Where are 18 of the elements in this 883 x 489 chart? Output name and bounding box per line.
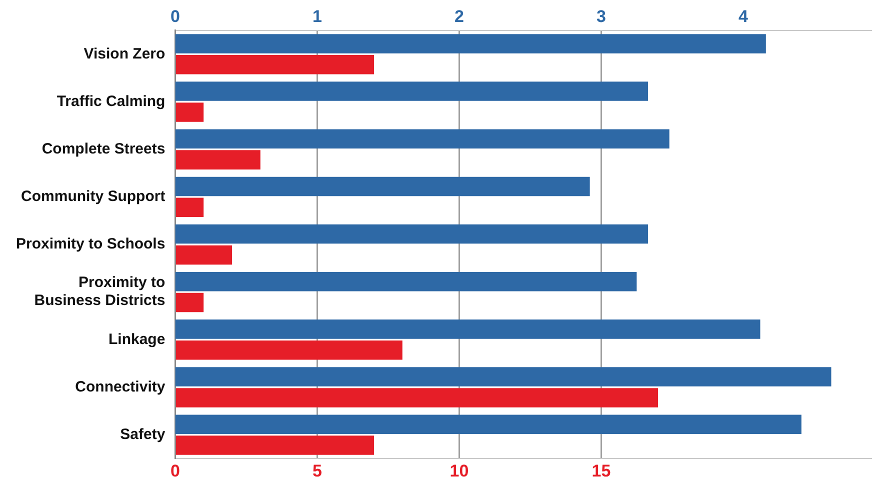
- y-tick-label: Safety: [120, 426, 166, 443]
- y-tick-label: Vision Zero: [84, 45, 166, 62]
- y-tick-label: Proximity to Business Districts: [34, 274, 166, 310]
- y-tick-label: Linkage: [108, 330, 166, 348]
- x2-tick-label: 3: [596, 6, 606, 26]
- x2-tick-label: 0: [170, 6, 180, 26]
- y-tick-label: Connectivity: [75, 378, 166, 396]
- x2-tick-label: 4: [738, 6, 748, 26]
- y-tick-label: Complete Streets: [42, 140, 166, 158]
- x-tick-label: 0: [170, 461, 180, 480]
- x2-tick-label: 1: [312, 6, 322, 26]
- y-tick-label: Traffic Calming: [56, 92, 166, 110]
- x-tick-label: 10: [450, 461, 469, 480]
- y-tick-label: Proximity to Schools: [16, 236, 166, 253]
- y-tick-label: Community Support: [21, 188, 166, 206]
- x-tick-label: 15: [592, 461, 611, 480]
- x2-tick-label: 2: [454, 6, 464, 26]
- x-tick-label: 5: [312, 461, 322, 480]
